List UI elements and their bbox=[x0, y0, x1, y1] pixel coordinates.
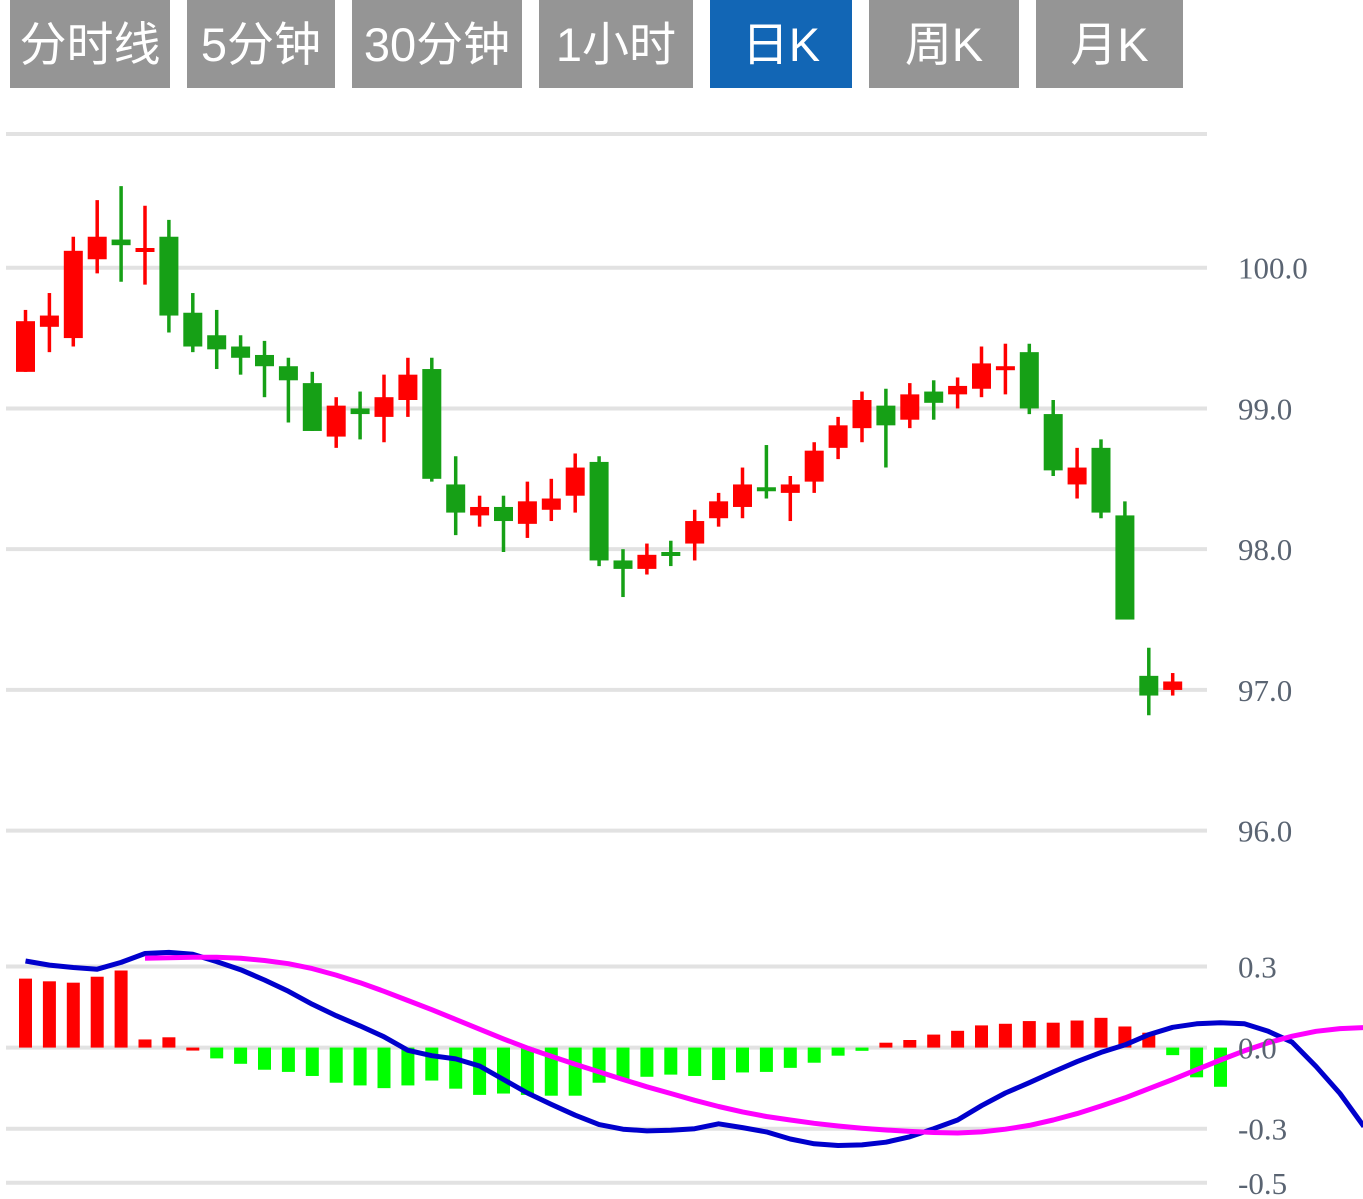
tab-label: 周K bbox=[904, 17, 984, 71]
price-tick-label: 99.0 bbox=[1238, 391, 1292, 426]
kline-chart[interactable]: 100.0 99.0 98.0 97.0 96.0 0.3 0.0 -0.3 -0.5 bbox=[0, 94, 1363, 1199]
chart-canvas[interactable]: 100.0 99.0 98.0 97.0 96.0 0.3 0.0 -0.3 -0.5 bbox=[0, 94, 1363, 1199]
tab-label: 5分钟 bbox=[200, 17, 322, 71]
macd-tick-label: -0.5 bbox=[1238, 1166, 1287, 1199]
tab-label: 30分钟 bbox=[363, 17, 511, 71]
macd-axis-labels: 0.3 0.0 -0.3 -0.5 bbox=[1238, 949, 1287, 1199]
price-gridlines bbox=[6, 132, 1207, 833]
tab-30min[interactable]: 30分钟 bbox=[352, 0, 522, 88]
tab-dayk[interactable]: 日K bbox=[710, 0, 852, 88]
tab-5min[interactable]: 5分钟 bbox=[187, 0, 335, 88]
macd-tick-label: 0.3 bbox=[1238, 949, 1277, 984]
tab-label: 1小时 bbox=[555, 17, 677, 71]
tab-weekk[interactable]: 周K bbox=[869, 0, 1019, 88]
period-tab-bar: 分时线 5分钟 30分钟 1小时 日K 周K 月K bbox=[0, 0, 1363, 94]
price-tick-label: 97.0 bbox=[1238, 673, 1292, 708]
price-tick-label: 96.0 bbox=[1238, 814, 1292, 849]
tab-timeline[interactable]: 分时线 bbox=[10, 0, 170, 88]
macd-tick-label: -0.3 bbox=[1238, 1112, 1287, 1147]
macd-tick-label: 0.0 bbox=[1238, 1031, 1277, 1066]
price-tick-label: 98.0 bbox=[1238, 532, 1292, 567]
price-tick-label: 100.0 bbox=[1238, 251, 1308, 286]
macd-line-series bbox=[25, 949, 1363, 1148]
price-axis-labels: 100.0 99.0 98.0 97.0 96.0 bbox=[1238, 251, 1308, 849]
tab-1hour[interactable]: 1小时 bbox=[539, 0, 693, 88]
tab-label: 月K bbox=[1070, 17, 1149, 71]
tab-label: 日K bbox=[741, 17, 821, 71]
candlestick-series bbox=[16, 186, 1183, 716]
tab-monthk[interactable]: 月K bbox=[1036, 0, 1183, 88]
tab-label: 分时线 bbox=[19, 17, 161, 71]
macd-histogram-series bbox=[19, 970, 1227, 1096]
